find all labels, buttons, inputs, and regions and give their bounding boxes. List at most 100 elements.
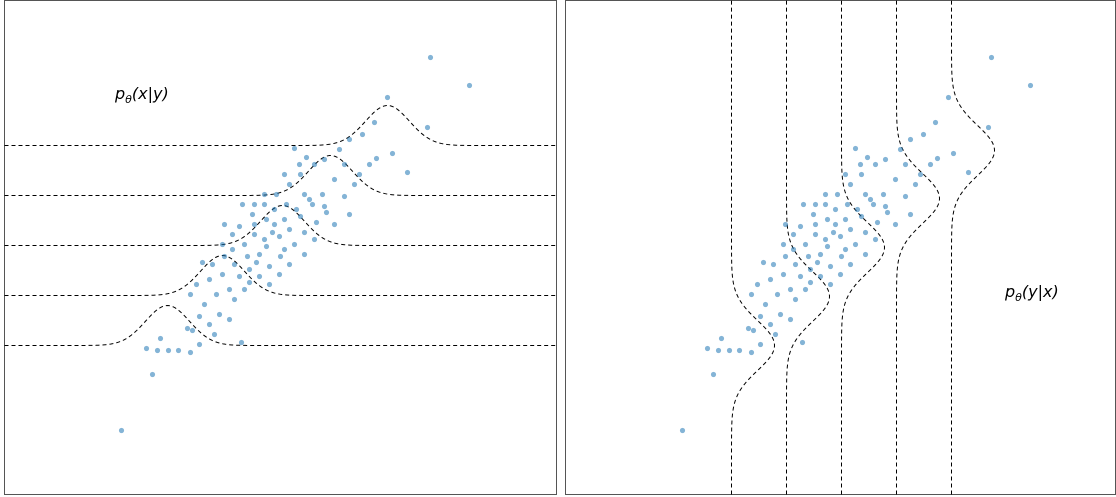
data-point	[211, 331, 218, 338]
data-point	[805, 253, 812, 260]
data-point	[736, 347, 743, 354]
data-point	[932, 119, 939, 126]
data-point	[226, 316, 233, 323]
data-point	[754, 281, 761, 288]
data-point	[772, 331, 779, 338]
data-point	[323, 209, 330, 216]
data-point	[154, 347, 161, 354]
data-point	[283, 201, 290, 208]
data-point	[757, 341, 764, 348]
data-point	[777, 311, 784, 318]
data-point	[251, 201, 258, 208]
data-point	[291, 145, 298, 152]
data-point	[273, 191, 280, 198]
data-point	[780, 241, 787, 248]
data-point	[842, 246, 849, 253]
data-point	[389, 150, 396, 157]
data-point	[842, 171, 849, 178]
data-point	[236, 273, 243, 280]
data-point	[221, 253, 228, 260]
data-point	[231, 296, 238, 303]
data-point	[797, 223, 804, 230]
data-point	[907, 136, 914, 143]
data-point	[902, 193, 909, 200]
data-point	[341, 161, 348, 168]
data-point	[346, 136, 353, 143]
conditional-density	[4, 255, 556, 296]
data-point	[239, 201, 246, 208]
data-point	[807, 266, 814, 273]
data-point	[251, 221, 258, 228]
data-point	[201, 301, 208, 308]
data-point	[356, 171, 363, 178]
data-point	[366, 161, 373, 168]
data-point	[187, 349, 194, 356]
annotation-sub: θ	[1015, 291, 1022, 304]
data-point	[799, 339, 806, 346]
data-point	[985, 124, 992, 131]
data-point	[812, 221, 819, 228]
data-point	[206, 321, 213, 328]
data-point	[950, 150, 957, 157]
data-point	[321, 203, 328, 210]
data-point	[189, 327, 196, 334]
data-point	[291, 241, 298, 248]
data-point	[988, 54, 995, 61]
data-point	[277, 253, 284, 260]
data-point	[249, 211, 256, 218]
data-point	[319, 191, 326, 198]
data-point	[293, 206, 300, 213]
data-point	[261, 201, 268, 208]
data-point	[346, 211, 353, 218]
data-point	[882, 156, 889, 163]
data-point	[832, 221, 839, 228]
data-point	[269, 229, 276, 236]
data-point	[311, 161, 318, 168]
data-point	[1027, 82, 1034, 89]
data-point	[792, 296, 799, 303]
data-point	[907, 211, 914, 218]
data-point	[824, 216, 831, 223]
conditional-density	[731, 0, 775, 495]
data-point	[902, 161, 909, 168]
data-point	[313, 219, 320, 226]
annotation-base: p	[114, 84, 125, 103]
data-point	[301, 229, 308, 236]
conditional-density	[4, 105, 556, 146]
data-point	[371, 119, 378, 126]
data-point	[336, 146, 343, 153]
data-point	[261, 236, 268, 243]
data-point	[917, 171, 924, 178]
data-point	[704, 345, 711, 352]
panel-frame	[4, 0, 557, 495]
data-point	[196, 313, 203, 320]
data-point	[321, 156, 328, 163]
data-point	[286, 181, 293, 188]
data-point	[331, 176, 338, 183]
data-point	[822, 201, 829, 208]
data-point	[149, 371, 156, 378]
data-point	[945, 94, 952, 101]
data-point	[812, 201, 819, 208]
data-point	[256, 251, 263, 258]
data-point	[780, 271, 787, 278]
annotation: pθ(x|y)	[114, 84, 169, 106]
data-point	[750, 327, 757, 334]
data-point	[213, 291, 220, 298]
data-point	[774, 291, 781, 298]
data-point	[157, 335, 164, 342]
data-point	[858, 213, 865, 220]
data-point	[892, 176, 899, 183]
data-point	[303, 154, 310, 161]
data-point	[229, 246, 236, 253]
data-point	[209, 261, 216, 268]
data-point	[331, 221, 338, 228]
data-point	[834, 191, 841, 198]
data-point	[965, 169, 972, 176]
data-point	[404, 169, 411, 176]
data-point	[852, 145, 859, 152]
data-point	[838, 253, 845, 260]
data-point	[745, 325, 752, 332]
data-point	[306, 196, 313, 203]
